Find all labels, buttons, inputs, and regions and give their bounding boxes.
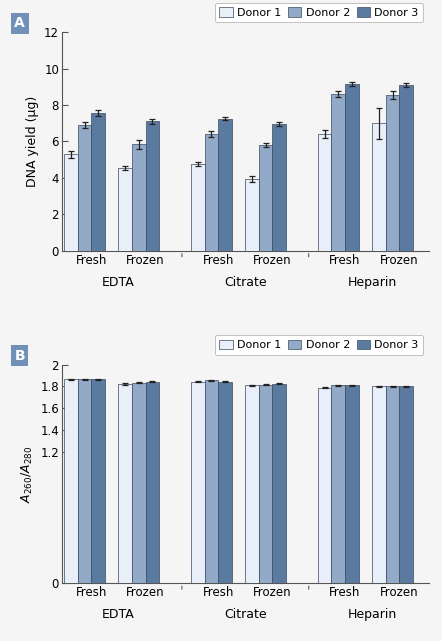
Bar <box>332 385 345 583</box>
Bar <box>146 381 159 583</box>
Legend: Donor 1, Donor 2, Donor 3: Donor 1, Donor 2, Donor 3 <box>215 335 423 354</box>
Bar <box>386 387 399 583</box>
Text: EDTA: EDTA <box>102 608 135 622</box>
Bar <box>372 387 386 583</box>
Legend: Donor 1, Donor 2, Donor 3: Donor 1, Donor 2, Donor 3 <box>215 3 423 22</box>
Bar <box>205 380 218 583</box>
Text: Heparin: Heparin <box>347 608 397 622</box>
Bar <box>332 94 345 251</box>
Bar <box>345 84 358 251</box>
Bar <box>259 385 272 583</box>
Bar <box>78 125 91 251</box>
Bar <box>64 379 78 583</box>
Bar <box>64 154 78 251</box>
Bar <box>205 134 218 251</box>
Bar <box>245 179 259 251</box>
Bar <box>345 385 358 583</box>
Y-axis label: DNA yield (µg): DNA yield (µg) <box>26 96 38 187</box>
Bar <box>78 379 91 583</box>
Bar <box>191 164 205 251</box>
Bar <box>386 95 399 251</box>
Bar <box>91 379 105 583</box>
Text: B: B <box>15 349 25 363</box>
Text: Citrate: Citrate <box>224 608 267 622</box>
Text: EDTA: EDTA <box>102 276 135 289</box>
Bar <box>146 121 159 251</box>
Bar <box>259 145 272 251</box>
Bar <box>318 388 332 583</box>
Y-axis label: $A_{260}/A_{280}$: $A_{260}/A_{280}$ <box>20 445 35 503</box>
Text: Citrate: Citrate <box>224 276 267 289</box>
Bar <box>118 168 132 251</box>
Bar <box>91 113 105 251</box>
Text: Heparin: Heparin <box>347 276 397 289</box>
Bar <box>118 384 132 583</box>
Bar <box>132 383 146 583</box>
Bar <box>372 123 386 251</box>
Bar <box>132 144 146 251</box>
Bar <box>272 124 286 251</box>
Bar <box>218 119 232 251</box>
Bar <box>399 85 413 251</box>
Bar <box>218 381 232 583</box>
Bar <box>191 381 205 583</box>
Bar <box>399 387 413 583</box>
Text: A: A <box>14 16 25 30</box>
Bar <box>272 384 286 583</box>
Bar <box>318 134 332 251</box>
Bar <box>245 385 259 583</box>
